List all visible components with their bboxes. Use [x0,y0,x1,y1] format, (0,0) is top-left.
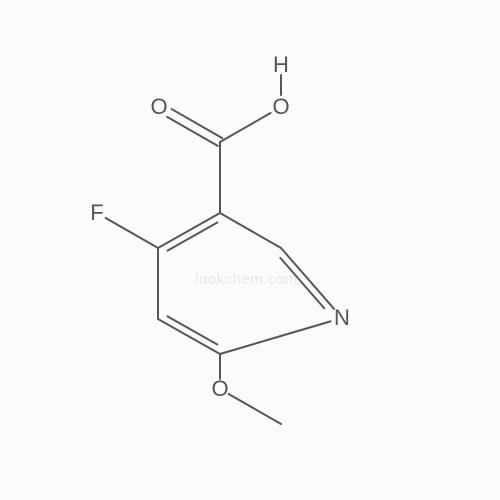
molecule-diagram: { "diagram": { "type": "chemical-structu… [0,0,500,500]
atom-o_oh: O [272,94,289,120]
atom-h_oh: H [273,52,289,78]
molecule-svg [0,0,500,500]
watermark: lookchem.com [195,271,298,288]
atom-f: F [90,200,103,226]
atom-o_dbl: O [150,94,167,120]
atom-n: N [334,305,350,331]
atom-o_ome: O [211,376,228,402]
